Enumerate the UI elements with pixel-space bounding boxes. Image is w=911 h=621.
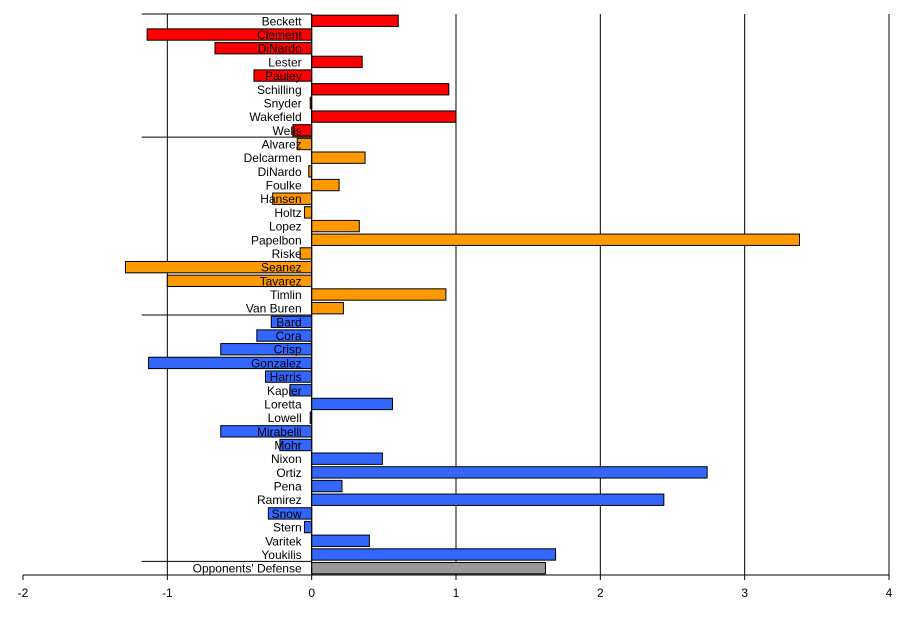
x-tick-label: 0 xyxy=(308,586,315,600)
category-label: Harris xyxy=(270,370,302,384)
category-label: Mirabelli xyxy=(257,425,302,439)
category-label: Holtz xyxy=(274,206,301,220)
bar xyxy=(311,233,801,246)
category-label: Clement xyxy=(257,28,302,42)
bar xyxy=(303,520,313,534)
category-label: Varitek xyxy=(265,534,302,548)
bar xyxy=(311,14,399,28)
bar xyxy=(311,219,360,233)
category-label: Tavarez xyxy=(260,274,302,288)
bar xyxy=(311,534,370,547)
x-tick-label: -2 xyxy=(18,586,29,600)
bar xyxy=(311,493,665,506)
category-label: Lester xyxy=(268,55,301,69)
bars xyxy=(124,14,801,575)
bar xyxy=(303,206,313,219)
bar xyxy=(311,83,450,96)
category-label: Foulke xyxy=(266,179,302,193)
category-label: Riske xyxy=(272,247,302,261)
category-label: Stern xyxy=(273,521,302,535)
category-label: Seanez xyxy=(261,261,302,275)
x-tick-label: 1 xyxy=(453,586,460,600)
category-label: Ramirez xyxy=(257,493,302,507)
category-label: Pauley xyxy=(265,69,302,83)
bar xyxy=(311,479,343,493)
category-label: Timlin xyxy=(270,288,302,302)
x-tick-labels: -2 -1 0 1 2 3 4 xyxy=(18,575,893,600)
bar xyxy=(311,151,366,164)
category-label: Papelbon xyxy=(251,233,302,247)
category-label: Nixon xyxy=(271,452,302,466)
bar xyxy=(311,302,344,315)
category-label: Cora xyxy=(276,329,302,343)
category-label: Crisp xyxy=(274,343,302,357)
category-label: Snyder xyxy=(264,96,302,110)
category-label: Bard xyxy=(276,315,301,329)
category-label: Mohr xyxy=(274,439,301,453)
x-tick-label: -1 xyxy=(162,586,173,600)
category-label: Kapler xyxy=(267,384,302,398)
category-label: Lopez xyxy=(269,220,302,234)
category-label: DiNardo xyxy=(258,42,302,56)
bar xyxy=(299,247,313,260)
bar xyxy=(311,178,340,192)
category-label: Loretta xyxy=(264,397,302,411)
category-label: Lowell xyxy=(268,411,302,425)
x-tick-label: 4 xyxy=(886,586,893,600)
category-label: Alvarez xyxy=(262,137,302,151)
bar xyxy=(311,561,546,575)
category-label: Delcarmen xyxy=(244,151,302,165)
x-tick-label: 3 xyxy=(741,586,748,600)
bar xyxy=(311,55,363,69)
category-label: Pena xyxy=(274,480,302,494)
category-label: Schilling xyxy=(257,83,302,97)
category-label: Wells xyxy=(273,124,302,138)
category-label: DiNardo xyxy=(258,165,302,179)
category-label: Beckett xyxy=(262,14,303,28)
bar xyxy=(311,288,447,301)
category-label: Snow xyxy=(272,507,302,521)
bar xyxy=(311,548,557,561)
bar xyxy=(311,397,393,411)
category-label: Van Buren xyxy=(246,302,302,316)
category-label: Hansen xyxy=(260,192,301,206)
bar xyxy=(311,452,383,465)
category-label: Wakefield xyxy=(249,110,301,124)
x-tick-label: 2 xyxy=(597,586,604,600)
category-labels: BeckettClementDiNardoLesterPauleySchilli… xyxy=(193,14,303,575)
bar xyxy=(311,110,457,123)
category-label: Opponents' Defense xyxy=(193,562,302,576)
category-label: Youkilis xyxy=(261,548,301,562)
gridlines xyxy=(141,13,890,575)
category-label: Gonzalez xyxy=(251,356,302,370)
category-label: Ortiz xyxy=(276,466,301,480)
bar xyxy=(311,466,708,479)
